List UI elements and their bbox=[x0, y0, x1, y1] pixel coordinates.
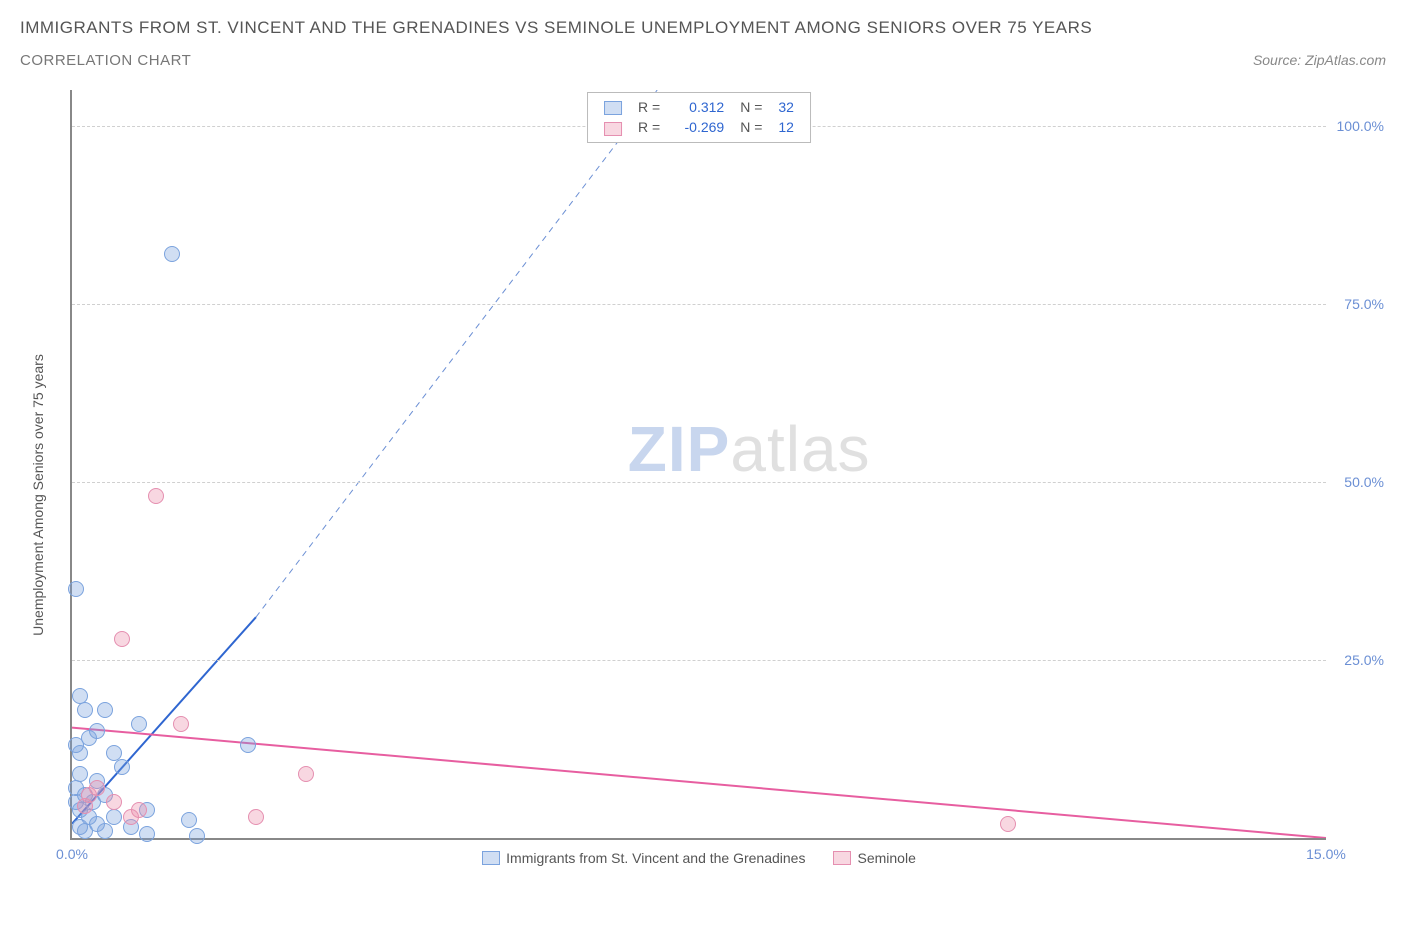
gridline-h bbox=[72, 482, 1326, 483]
r-value: 0.312 bbox=[676, 99, 724, 115]
scatter-point bbox=[164, 246, 180, 262]
scatter-point bbox=[1000, 816, 1016, 832]
scatter-point bbox=[106, 809, 122, 825]
n-value: 12 bbox=[778, 119, 794, 135]
scatter-point bbox=[72, 745, 88, 761]
r-label: R = bbox=[630, 117, 668, 137]
chart-header: IMMIGRANTS FROM ST. VINCENT AND THE GREN… bbox=[0, 0, 1406, 77]
legend-label: Immigrants from St. Vincent and the Gren… bbox=[506, 850, 805, 866]
scatter-point bbox=[123, 809, 139, 825]
scatter-point bbox=[248, 809, 264, 825]
scatter-point bbox=[189, 828, 205, 844]
chart-title: IMMIGRANTS FROM ST. VINCENT AND THE GREN… bbox=[20, 18, 1386, 38]
legend-item: Immigrants from St. Vincent and the Gren… bbox=[482, 850, 805, 866]
legend-item: Seminole bbox=[833, 850, 915, 866]
scatter-point bbox=[106, 794, 122, 810]
legend-series: Immigrants from St. Vincent and the Gren… bbox=[72, 850, 1326, 868]
scatter-point bbox=[77, 702, 93, 718]
scatter-point bbox=[173, 716, 189, 732]
scatter-point bbox=[139, 826, 155, 842]
scatter-point bbox=[68, 581, 84, 597]
r-label: R = bbox=[630, 97, 668, 117]
scatter-point bbox=[81, 787, 97, 803]
r-value: -0.269 bbox=[676, 119, 724, 135]
scatter-point bbox=[131, 716, 147, 732]
chart-source: Source: ZipAtlas.com bbox=[1253, 52, 1386, 68]
legend-swatch bbox=[482, 851, 500, 865]
watermark-zip: ZIP bbox=[628, 413, 731, 485]
legend-swatch bbox=[833, 851, 851, 865]
n-value: 32 bbox=[778, 99, 794, 115]
gridline-h bbox=[72, 660, 1326, 661]
chart-subtitle: CORRELATION CHART bbox=[20, 52, 191, 69]
x-tick-label: 0.0% bbox=[56, 846, 88, 862]
scatter-point bbox=[97, 702, 113, 718]
scatter-point bbox=[77, 823, 93, 839]
chart-container: Unemployment Among Seniors over 75 years… bbox=[20, 90, 1386, 900]
trend-lines-svg bbox=[72, 90, 1326, 838]
scatter-point bbox=[114, 631, 130, 647]
n-label: N = bbox=[732, 117, 770, 137]
scatter-point bbox=[148, 488, 164, 504]
legend-swatch bbox=[604, 122, 622, 136]
watermark: ZIPatlas bbox=[628, 412, 871, 486]
y-tick-label: 100.0% bbox=[1337, 118, 1384, 134]
watermark-atlas: atlas bbox=[730, 413, 870, 485]
y-tick-label: 50.0% bbox=[1344, 474, 1384, 490]
legend-correlation-row: R = 0.312 N = 32 bbox=[596, 97, 802, 117]
legend-swatch bbox=[604, 101, 622, 115]
scatter-point bbox=[114, 759, 130, 775]
y-tick-label: 75.0% bbox=[1344, 296, 1384, 312]
n-label: N = bbox=[732, 97, 770, 117]
scatter-point bbox=[97, 823, 113, 839]
scatter-point bbox=[298, 766, 314, 782]
x-tick-label: 15.0% bbox=[1306, 846, 1346, 862]
legend-label: Seminole bbox=[857, 850, 915, 866]
legend-correlation-box: R = 0.312 N = 32 R = -0.269 N = 12 bbox=[587, 92, 811, 143]
scatter-point bbox=[181, 812, 197, 828]
scatter-point bbox=[240, 737, 256, 753]
plot-area: ZIPatlas R =0.312N =32R =-0.269N =12 Imm… bbox=[70, 90, 1326, 840]
legend-correlation-row: R = -0.269 N = 12 bbox=[596, 117, 802, 137]
gridline-h bbox=[72, 304, 1326, 305]
y-tick-label: 25.0% bbox=[1344, 652, 1384, 668]
y-axis-title: Unemployment Among Seniors over 75 years bbox=[30, 354, 46, 636]
trend-line bbox=[256, 90, 657, 617]
subtitle-row: CORRELATION CHART Source: ZipAtlas.com bbox=[20, 52, 1386, 69]
